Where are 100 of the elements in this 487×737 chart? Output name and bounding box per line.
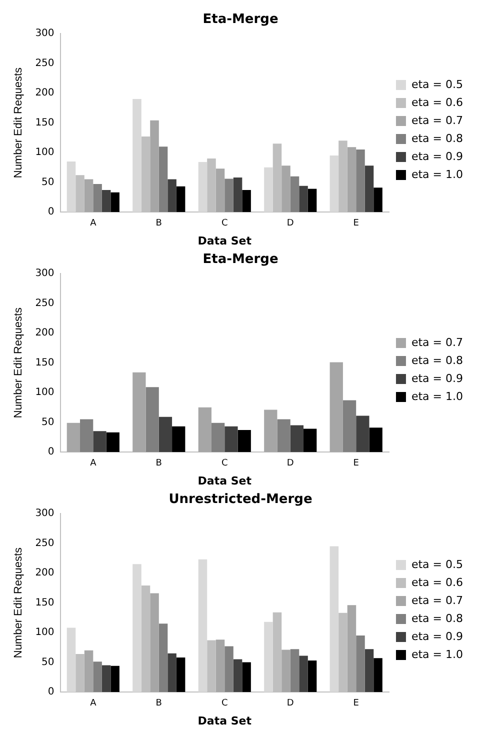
legend-label: eta = 0.6 xyxy=(411,96,464,109)
bar xyxy=(356,150,365,212)
legend-label: eta = 0.7 xyxy=(411,114,464,127)
bar xyxy=(168,653,176,692)
legend-label: eta = 0.5 xyxy=(411,558,464,571)
legend-label: eta = 0.9 xyxy=(411,150,464,163)
y-tick-label: 200 xyxy=(35,328,54,339)
bar xyxy=(242,662,251,692)
y-tick-label: 100 xyxy=(35,147,54,158)
bar xyxy=(211,422,225,452)
bar xyxy=(66,628,76,692)
x-tick-label: E xyxy=(353,218,360,229)
legend-label: eta = 0.8 xyxy=(411,612,464,625)
bar xyxy=(356,636,365,692)
legend-label: eta = 0.9 xyxy=(411,372,464,385)
bar xyxy=(304,428,317,452)
y-tick-label: 100 xyxy=(35,627,54,638)
bar xyxy=(290,176,300,212)
bar xyxy=(66,422,80,452)
bar xyxy=(308,188,317,212)
y-tick-label: 250 xyxy=(35,538,54,549)
x-tick-label: C xyxy=(221,458,228,469)
bar xyxy=(132,99,142,212)
bar xyxy=(369,428,382,452)
legend-label: eta = 0.7 xyxy=(411,336,464,349)
bar xyxy=(224,178,234,212)
legend-label: eta = 0.8 xyxy=(411,132,464,145)
y-tick-label: 250 xyxy=(35,298,54,309)
y-axis-title: Number Edit Requests xyxy=(12,546,25,658)
bar xyxy=(299,656,308,692)
bar xyxy=(132,372,146,452)
bar xyxy=(216,640,225,692)
bar xyxy=(277,419,290,452)
x-tick-label: A xyxy=(90,218,98,229)
y-tick-label: 50 xyxy=(42,416,54,428)
legend-label: eta = 1.0 xyxy=(411,648,464,661)
bar xyxy=(150,120,159,212)
y-tick-label: 200 xyxy=(35,88,54,99)
bar xyxy=(264,167,273,212)
y-tick-label: 300 xyxy=(35,268,54,280)
bar xyxy=(242,190,251,212)
y-tick-label: 250 xyxy=(35,58,54,69)
x-tick-label: A xyxy=(90,698,98,709)
bar xyxy=(93,431,106,452)
legend-label: eta = 0.8 xyxy=(411,354,464,367)
bar xyxy=(102,190,111,212)
bar xyxy=(330,546,339,692)
bar xyxy=(342,400,356,452)
bar xyxy=(158,146,168,212)
x-axis-title: Data Set xyxy=(198,474,252,488)
bar xyxy=(374,188,382,212)
bar xyxy=(158,624,168,692)
bar xyxy=(233,659,242,692)
x-tick-label: B xyxy=(156,458,162,469)
bar xyxy=(356,416,370,452)
y-tick-label: 50 xyxy=(42,176,54,188)
bar xyxy=(290,649,300,692)
x-tick-label: E xyxy=(353,698,360,709)
bar xyxy=(264,410,278,452)
bar xyxy=(224,646,234,692)
bar xyxy=(374,658,382,692)
bar xyxy=(110,666,120,692)
bar xyxy=(176,186,186,212)
x-tick-label: E xyxy=(353,458,360,469)
y-tick-label: 0 xyxy=(48,446,54,458)
legend-label: eta = 1.0 xyxy=(411,390,464,403)
y-tick-label: 150 xyxy=(35,357,54,368)
legend-label: eta = 0.6 xyxy=(411,576,464,589)
x-tick-label: D xyxy=(286,698,294,709)
bar xyxy=(172,426,186,452)
y-tick-label: 0 xyxy=(48,206,54,218)
bar xyxy=(198,162,208,212)
bar xyxy=(106,432,120,452)
bar xyxy=(176,658,186,692)
bar xyxy=(80,419,94,452)
x-tick-label: C xyxy=(221,218,228,229)
bar xyxy=(198,407,212,452)
bar xyxy=(264,622,273,692)
bar xyxy=(93,662,102,692)
y-axis-title: Number Edit Requests xyxy=(12,306,25,418)
x-axis-title: Data Set xyxy=(198,234,252,248)
bar xyxy=(132,564,142,692)
bar xyxy=(224,426,238,452)
legend-label: eta = 0.5 xyxy=(411,78,464,91)
bar xyxy=(150,593,159,692)
chart-title: Eta-Merge xyxy=(202,252,278,268)
legend-label: eta = 0.9 xyxy=(411,630,464,643)
bar xyxy=(102,665,111,692)
bar xyxy=(330,156,339,212)
y-tick-label: 300 xyxy=(35,508,54,520)
bar xyxy=(233,178,242,212)
bar xyxy=(290,425,304,452)
bar xyxy=(168,179,176,212)
chart-title: Eta-Merge xyxy=(202,12,278,28)
bar xyxy=(84,179,94,212)
bar xyxy=(146,387,159,452)
legend-label: eta = 1.0 xyxy=(411,168,464,181)
legend-label: eta = 0.7 xyxy=(411,594,464,607)
y-tick-label: 150 xyxy=(35,117,54,128)
bar xyxy=(238,430,251,452)
